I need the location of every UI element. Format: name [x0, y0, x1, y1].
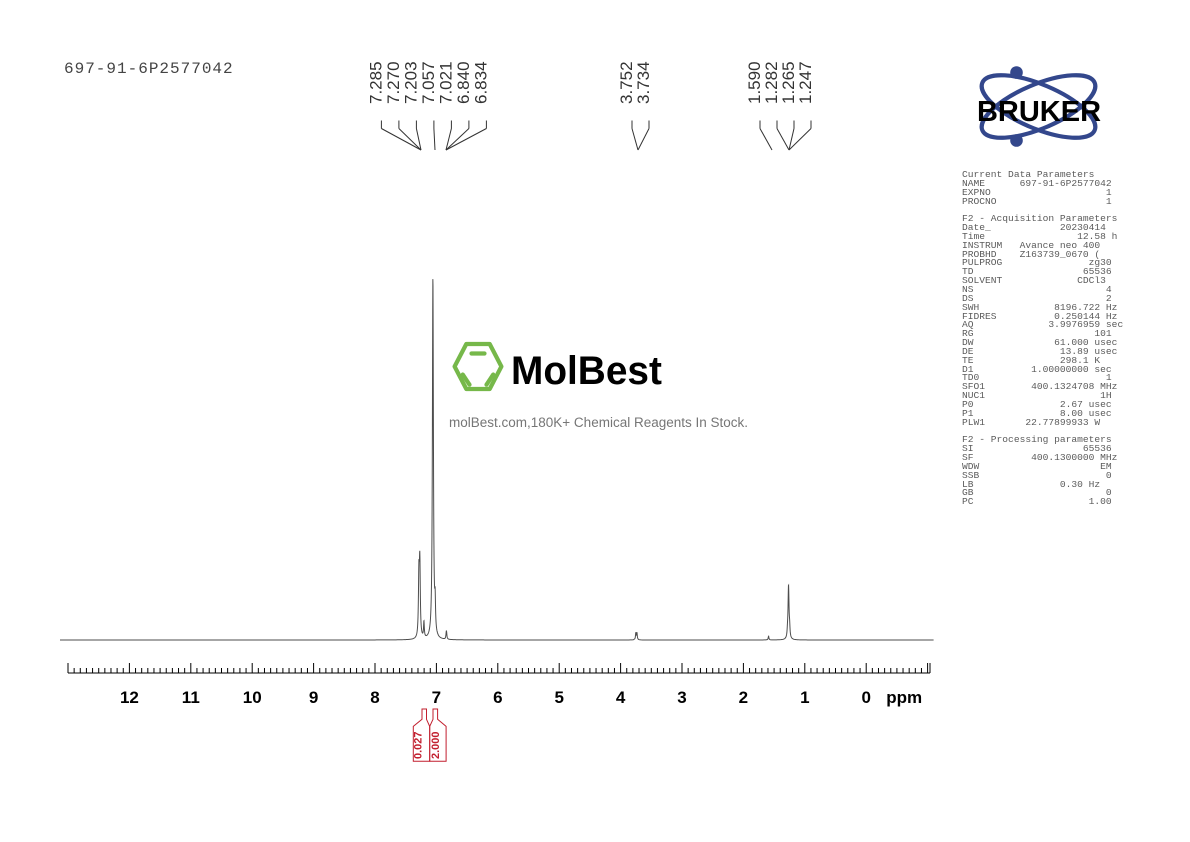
svg-text:0.027: 0.027 [413, 731, 425, 759]
svg-text:2.000: 2.000 [430, 731, 442, 759]
